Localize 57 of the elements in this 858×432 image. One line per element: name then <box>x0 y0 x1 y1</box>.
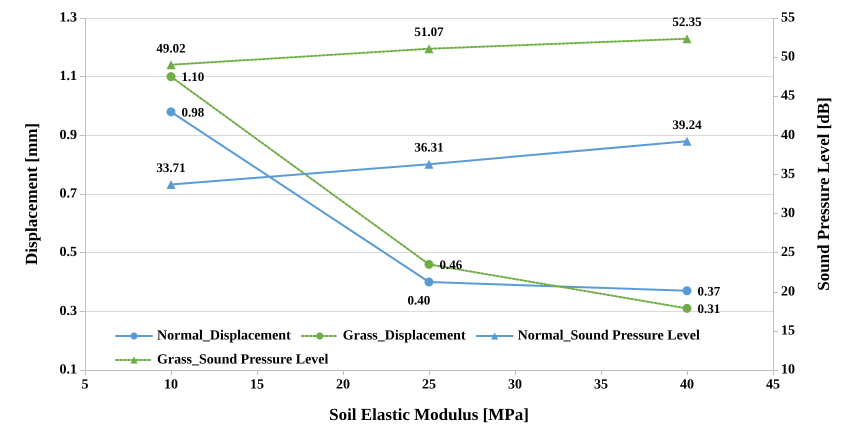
point <box>424 160 434 169</box>
point <box>166 107 176 116</box>
y-tick-label: 0.5 <box>60 245 77 260</box>
point <box>424 260 434 269</box>
x-tick-label: 40 <box>680 378 694 392</box>
x-tick-label: 35 <box>594 378 608 392</box>
x-tick-label: 45 <box>766 378 780 392</box>
y2-tick-label: 55 <box>781 10 795 26</box>
point <box>682 136 692 146</box>
y-tick-label: 0.7 <box>60 186 77 202</box>
y2-tick-label: 20 <box>781 284 795 300</box>
point <box>682 304 692 313</box>
x-tick-label: 15 <box>250 378 264 392</box>
x-axis-title: Soil Elastic Modulus [MPa] <box>329 405 529 424</box>
data-label: 0.37 <box>698 283 721 298</box>
y2-tick-label: 35 <box>781 166 795 182</box>
point <box>424 278 434 286</box>
point <box>166 60 176 70</box>
point <box>166 180 176 190</box>
y2-axis-title: Sound Pressure Level [dB] <box>814 97 833 291</box>
data-label: 52.35 <box>672 14 702 30</box>
data-label: 1.10 <box>182 69 204 84</box>
point <box>424 44 434 54</box>
data-label: 49.02 <box>156 40 186 56</box>
y2-tick-label: 40 <box>781 128 795 143</box>
y2-tick-label: 15 <box>781 323 795 338</box>
y2-tick-label: 10 <box>781 362 795 378</box>
data-label: 0.46 <box>440 256 463 272</box>
y-tick-label: 1.3 <box>60 10 77 26</box>
x-tick-label: 10 <box>164 378 178 392</box>
y2-tick-label: 45 <box>781 88 795 104</box>
x-tick-label: 20 <box>336 378 350 392</box>
point <box>166 72 176 82</box>
y2-tick-label: 25 <box>781 245 795 260</box>
y2-tick-label: 50 <box>781 50 795 65</box>
legend-label: Grass_Sound Pressure Level <box>157 352 328 368</box>
x-tick-label: 5 <box>82 378 88 392</box>
point <box>682 286 692 296</box>
data-label: 36.31 <box>414 140 444 155</box>
data-label: 0.98 <box>182 104 205 120</box>
point <box>682 34 692 44</box>
data-label: 0.40 <box>408 292 430 308</box>
data-label: 39.24 <box>672 116 702 132</box>
y-tick-label: 0.3 <box>60 304 77 319</box>
data-label: 33.71 <box>156 160 186 176</box>
y-axis-title: Displacement [mm] <box>22 122 41 266</box>
y-tick-label: 1.1 <box>60 69 77 84</box>
data-label: 51.07 <box>414 24 444 40</box>
legend-label: Normal_Sound Pressure Level <box>518 328 700 344</box>
y-tick-label: 0.1 <box>60 362 77 378</box>
data-label: 0.31 <box>698 300 720 316</box>
x-tick-label: 30 <box>508 378 522 392</box>
legend-label: Normal_Displacement <box>157 328 292 344</box>
x-tick-label: 25 <box>422 378 436 392</box>
y-tick-label: 0.9 <box>60 128 77 143</box>
y2-tick-label: 30 <box>781 206 795 222</box>
legend-label: Grass_Displacement <box>342 328 466 344</box>
